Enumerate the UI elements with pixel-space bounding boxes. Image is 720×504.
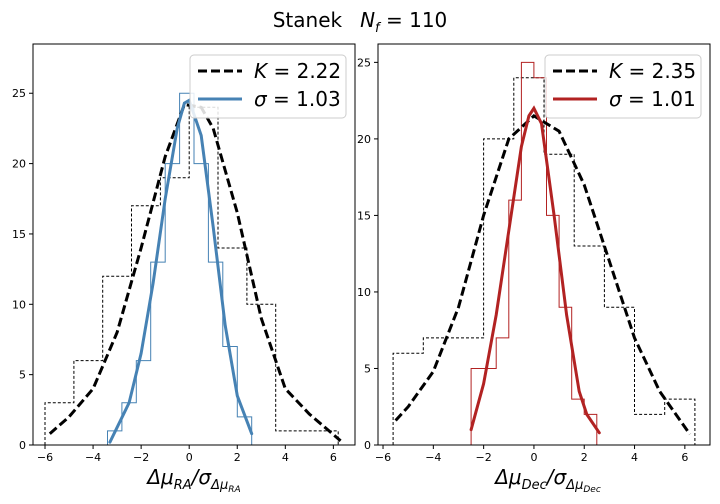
left-panel: −6 −4 −2 0 2 4 6 0 5 10 15 20 25 K = 2.22 σ = 1.03 Δ…	[12, 43, 356, 495]
right-wide-histogram	[392, 77, 696, 445]
right-xlabel-main: Δμ	[493, 465, 521, 489]
right-axes-frame	[377, 43, 711, 446]
left-legend-k: K = 2.22	[254, 59, 341, 83]
right-y-tick-label: 0	[364, 439, 371, 452]
right-x-tick-label: −6	[375, 451, 391, 464]
right-legend-k-value: = 2.35	[622, 59, 696, 83]
right-legend: K = 2.35 σ = 1.01	[544, 54, 702, 119]
right-wide-fit-curve	[394, 114, 692, 436]
left-xlabel-main-sub: RA	[174, 478, 192, 493]
title-name: Stanek	[273, 8, 343, 32]
left-x-axis-label: ΔμRA/σΔμRA	[145, 465, 240, 495]
left-xlabel-den-sub: Δμ	[210, 478, 228, 493]
left-legend-s-label: σ	[254, 87, 268, 111]
right-xlabel-den-subsub: Dec	[583, 485, 600, 495]
left-y-tick-label: 5	[19, 369, 26, 382]
right-ticks: −6 −4 −2 0 2 4 6 0 5 10 15 20 25	[357, 56, 688, 464]
right-legend-k: K = 2.35	[609, 59, 696, 83]
left-ticks: −6 −4 −2 0 2 4 6 0 5 10 15 20 25	[12, 87, 337, 464]
left-xlabel-den: /σ	[190, 465, 213, 489]
left-y-tick-label: 0	[19, 439, 26, 452]
right-y-tick-label: 20	[357, 133, 371, 146]
right-plot-area	[392, 61, 696, 445]
left-legend: K = 2.22 σ = 1.03	[189, 54, 347, 119]
right-y-tick-label: 10	[357, 286, 371, 299]
right-legend-k-label: K	[609, 59, 624, 83]
right-xlabel-den-sub: Δμ	[565, 478, 583, 493]
title-nf-sub: f	[375, 21, 382, 36]
left-legend-s-value: = 1.03	[267, 87, 341, 111]
left-narrow-fit-curve	[108, 98, 254, 444]
left-y-tick-label: 15	[12, 228, 26, 241]
right-y-tick-label: 15	[357, 209, 371, 222]
left-x-tick-label: −4	[85, 451, 101, 464]
left-legend-s: σ = 1.03	[254, 87, 341, 111]
left-x-tick-label: −2	[133, 451, 149, 464]
right-xlabel-den: /σ	[545, 465, 568, 489]
right-x-axis-label: ΔμDec/σΔμDec	[493, 465, 601, 495]
right-x-tick-label: 0	[530, 451, 537, 464]
left-x-tick-label: 4	[282, 451, 289, 464]
left-legend-k-value: = 2.22	[267, 59, 341, 83]
left-xlabel-main: Δμ	[145, 465, 173, 489]
right-x-tick-label: 6	[681, 451, 688, 464]
left-legend-k-label: K	[254, 59, 269, 83]
right-legend-s-label: σ	[609, 87, 623, 111]
left-x-tick-label: 0	[186, 451, 193, 464]
left-wide-histogram	[44, 106, 339, 445]
right-panel: −6 −4 −2 0 2 4 6 0 5 10 15 20 25 K = 2.35 σ = 1.01 Δ…	[357, 43, 711, 495]
right-xlabel-main-sub: Dec	[522, 478, 547, 493]
right-narrow-histogram	[470, 61, 598, 445]
left-y-tick-label: 20	[12, 158, 26, 171]
left-y-tick-label: 25	[12, 87, 26, 100]
right-legend-s: σ = 1.01	[609, 87, 696, 111]
right-narrow-fit-curve	[469, 105, 601, 435]
left-axes-frame	[32, 43, 356, 446]
left-x-tick-label: 2	[234, 451, 241, 464]
right-x-tick-label: 2	[581, 451, 588, 464]
figure-title: Stanek Nf = 110	[273, 8, 448, 36]
title-nf-value: = 110	[380, 8, 448, 32]
left-y-tick-label: 10	[12, 298, 26, 311]
left-xlabel-den-subsub: RA	[228, 485, 240, 495]
right-x-tick-label: −4	[425, 451, 441, 464]
left-x-tick-label: 6	[330, 451, 337, 464]
title-nf: N	[360, 8, 375, 32]
right-legend-s-value: = 1.01	[622, 87, 696, 111]
right-x-tick-label: −2	[476, 451, 492, 464]
right-x-tick-label: 4	[631, 451, 638, 464]
right-y-tick-label: 5	[364, 362, 371, 375]
right-y-tick-label: 25	[357, 56, 371, 69]
left-x-tick-label: −6	[37, 451, 53, 464]
